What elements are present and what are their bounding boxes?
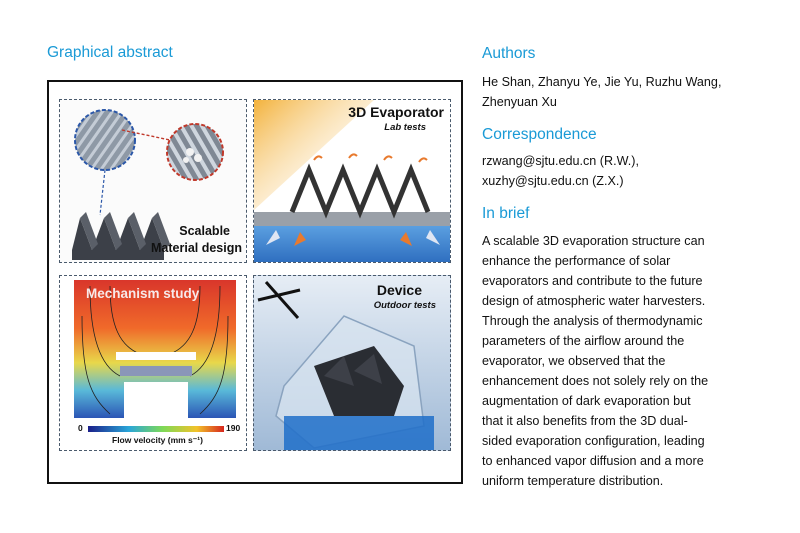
brief-line: augmentation of dark evaporation but — [482, 394, 691, 408]
brief-line: enhancement does not solely rely on the — [482, 374, 709, 388]
authors-heading: Authors — [482, 45, 536, 62]
device-photo — [254, 276, 450, 450]
in-brief-text: A scalable 3D evaporation structure can … — [482, 231, 782, 491]
brief-line: that it also benefits from the 3D dual- — [482, 414, 688, 428]
authors-line-2: Zhenyuan Xu — [482, 95, 557, 109]
correspondence-heading: Correspondence — [482, 126, 597, 143]
evaporator-title: 3D Evaporator — [348, 104, 444, 120]
evaporator-illustration — [254, 100, 450, 262]
brief-line: enhance the performance of solar — [482, 254, 671, 268]
device-subtitle: Outdoor tests — [373, 300, 436, 311]
flow-field-plot — [74, 280, 236, 432]
brief-line: to enhanced vapor diffusion and a more — [482, 454, 704, 468]
material-illustration — [72, 109, 224, 260]
panel-material-design: Scalable Material design — [59, 99, 247, 263]
device-title: Device — [376, 282, 422, 298]
correspondence-email-1[interactable]: rzwang@sjtu.edu.cn (R.W.), — [482, 154, 639, 168]
brief-line: evaporators and contribute to the future — [482, 274, 703, 288]
panel-device: Device Outdoor tests — [253, 275, 451, 451]
brief-line: design of atmospheric water harvesters. — [482, 294, 706, 308]
brief-line: Through the analysis of thermodynamic — [482, 314, 703, 328]
mechanism-title: Mechanism study — [86, 286, 200, 301]
in-brief-heading: In brief — [482, 205, 530, 222]
brief-line: evaporator, we observed that the — [482, 354, 666, 368]
panel-3d-evaporator: 3D Evaporator Lab tests — [253, 99, 451, 263]
brief-line: parameters of the airflow around the — [482, 334, 685, 348]
colorbar-max: 190 — [226, 423, 241, 433]
brief-line: A scalable 3D evaporation structure can — [482, 234, 705, 248]
brief-line: uniform temperature distribution. — [482, 474, 664, 488]
evaporator-subtitle: Lab tests — [384, 122, 426, 133]
authors-line-1: He Shan, Zhanyu Ye, Jie Yu, Ruzhu Wang, — [482, 75, 722, 89]
colorbar-min: 0 — [78, 423, 83, 433]
graphical-abstract-figure: Scalable Material design — [47, 80, 463, 484]
graphical-abstract-heading: Graphical abstract — [47, 44, 173, 61]
material-label-line2: Material design — [151, 241, 242, 255]
correspondence-email-2[interactable]: xuzhy@sjtu.edu.cn (Z.X.) — [482, 174, 624, 188]
panel-mechanism-study: Mechanism study 0 190 Flow velocity (mm … — [59, 275, 247, 451]
colorbar-label: Flow velocity (mm s⁻¹) — [112, 435, 203, 445]
material-label-line1: Scalable — [179, 224, 230, 238]
brief-line: sided evaporation configuration, leading — [482, 434, 705, 448]
